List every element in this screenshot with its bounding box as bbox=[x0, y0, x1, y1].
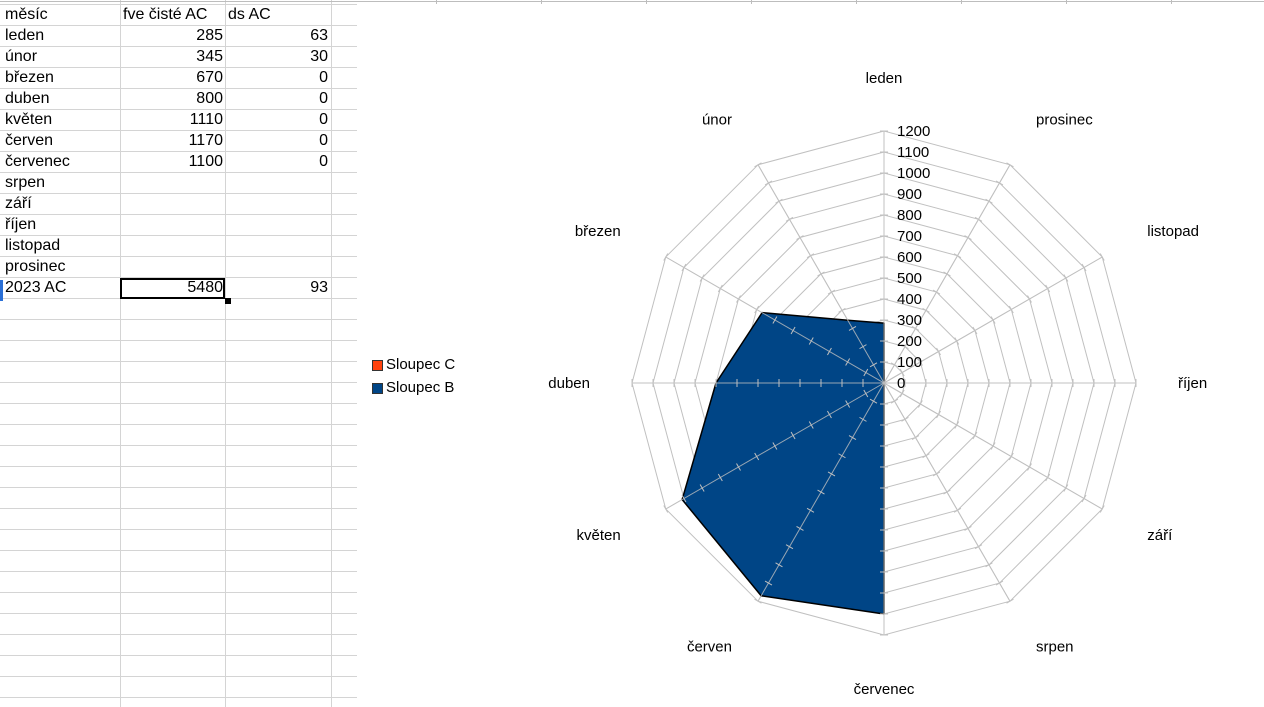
radial-tick-label: 700 bbox=[897, 228, 922, 245]
month-cell[interactable]: červenec bbox=[5, 153, 70, 170]
radar-spoke-overlay bbox=[757, 382, 885, 602]
header-cell[interactable]: fve čisté AC bbox=[123, 6, 208, 23]
month-cell[interactable]: únor bbox=[5, 48, 38, 65]
radial-tick-label: 500 bbox=[897, 270, 922, 287]
radial-tick-label: 1200 bbox=[897, 123, 930, 140]
value-cell-ds[interactable]: 63 bbox=[310, 27, 328, 44]
value-cell-fve[interactable]: 670 bbox=[196, 69, 223, 86]
category-label-7: srpen bbox=[1036, 638, 1074, 655]
value-cell-fve[interactable]: 800 bbox=[196, 90, 223, 107]
category-label-3: duben bbox=[548, 375, 590, 392]
radar-spoke-overlay bbox=[757, 164, 885, 384]
category-label-9: říjen bbox=[1178, 375, 1207, 392]
value-cell-fve[interactable]: 5480 bbox=[187, 279, 223, 296]
value-cell-ds[interactable]: 0 bbox=[319, 69, 328, 86]
category-label-11: prosinec bbox=[1036, 112, 1093, 129]
category-label-8: září bbox=[1147, 527, 1173, 544]
radial-tick-label: 200 bbox=[897, 333, 922, 350]
value-cell-fve[interactable]: 285 bbox=[196, 27, 223, 44]
category-label-6: červenec bbox=[854, 681, 915, 698]
category-label-5: červen bbox=[687, 638, 732, 655]
radar-spoke-overlay bbox=[883, 382, 1103, 510]
value-cell-fve[interactable]: 1100 bbox=[188, 153, 223, 170]
legend-swatch-sloupec-b bbox=[372, 383, 383, 394]
legend-swatch-sloupec-c bbox=[372, 360, 383, 371]
month-cell[interactable]: duben bbox=[5, 90, 50, 107]
month-cell[interactable]: listopad bbox=[5, 237, 61, 254]
category-label-4: květen bbox=[577, 527, 621, 544]
radar-spoke-overlay bbox=[883, 382, 1011, 602]
month-cell[interactable]: leden bbox=[5, 27, 45, 44]
month-cell[interactable]: 2023 AC bbox=[5, 279, 67, 296]
header-cell[interactable]: měsíc bbox=[5, 6, 48, 23]
active-cell-cursor[interactable] bbox=[120, 278, 225, 299]
radial-tick-label: 800 bbox=[897, 207, 922, 224]
value-cell-ds[interactable]: 93 bbox=[310, 279, 328, 296]
month-cell[interactable]: červen bbox=[5, 132, 54, 149]
value-cell-ds[interactable]: 30 bbox=[310, 48, 328, 65]
value-cell-ds[interactable]: 0 bbox=[319, 153, 328, 170]
month-cell[interactable]: září bbox=[5, 195, 32, 212]
radial-tick-label: 600 bbox=[897, 249, 922, 266]
month-cell[interactable]: květen bbox=[5, 111, 53, 128]
legend-label: Sloupec C bbox=[386, 356, 456, 373]
value-cell-fve[interactable]: 1170 bbox=[188, 132, 223, 149]
category-label-10: listopad bbox=[1147, 223, 1199, 240]
value-cell-fve[interactable]: 1110 bbox=[189, 111, 223, 128]
radial-tick-label: 900 bbox=[897, 186, 922, 203]
fill-handle[interactable] bbox=[225, 298, 231, 304]
row-selection-marker bbox=[0, 280, 3, 301]
month-cell[interactable]: říjen bbox=[5, 216, 37, 233]
radial-tick-label: 400 bbox=[897, 291, 922, 308]
value-cell-fve[interactable]: 345 bbox=[196, 48, 223, 65]
radial-tick-label: 1100 bbox=[897, 144, 929, 161]
series-area-sloupec-b bbox=[681, 311, 885, 615]
radial-tick-label: 300 bbox=[897, 312, 922, 329]
radar-spoke-overlay bbox=[665, 382, 885, 510]
value-cell-ds[interactable]: 0 bbox=[319, 90, 328, 107]
value-cell-ds[interactable]: 0 bbox=[319, 111, 328, 128]
radial-tick-label: 1000 bbox=[897, 165, 930, 182]
radar-spoke-overlay bbox=[665, 256, 885, 384]
header-cell[interactable]: ds AC bbox=[228, 6, 271, 23]
category-label-2: březen bbox=[575, 223, 621, 240]
category-label-1: únor bbox=[702, 112, 732, 129]
radial-tick-label: 0 bbox=[897, 375, 905, 392]
value-cell-ds[interactable]: 0 bbox=[319, 132, 328, 149]
month-cell[interactable]: srpen bbox=[5, 174, 46, 191]
radar-spoke-overlay bbox=[883, 164, 1011, 384]
month-cell[interactable]: prosinec bbox=[5, 258, 66, 275]
radial-tick-label: 100 bbox=[897, 354, 922, 371]
legend-label: Sloupec B bbox=[386, 379, 455, 396]
month-cell[interactable]: březen bbox=[5, 69, 54, 86]
radar-spoke-overlay bbox=[883, 256, 1103, 384]
category-label-0: leden bbox=[866, 70, 903, 87]
